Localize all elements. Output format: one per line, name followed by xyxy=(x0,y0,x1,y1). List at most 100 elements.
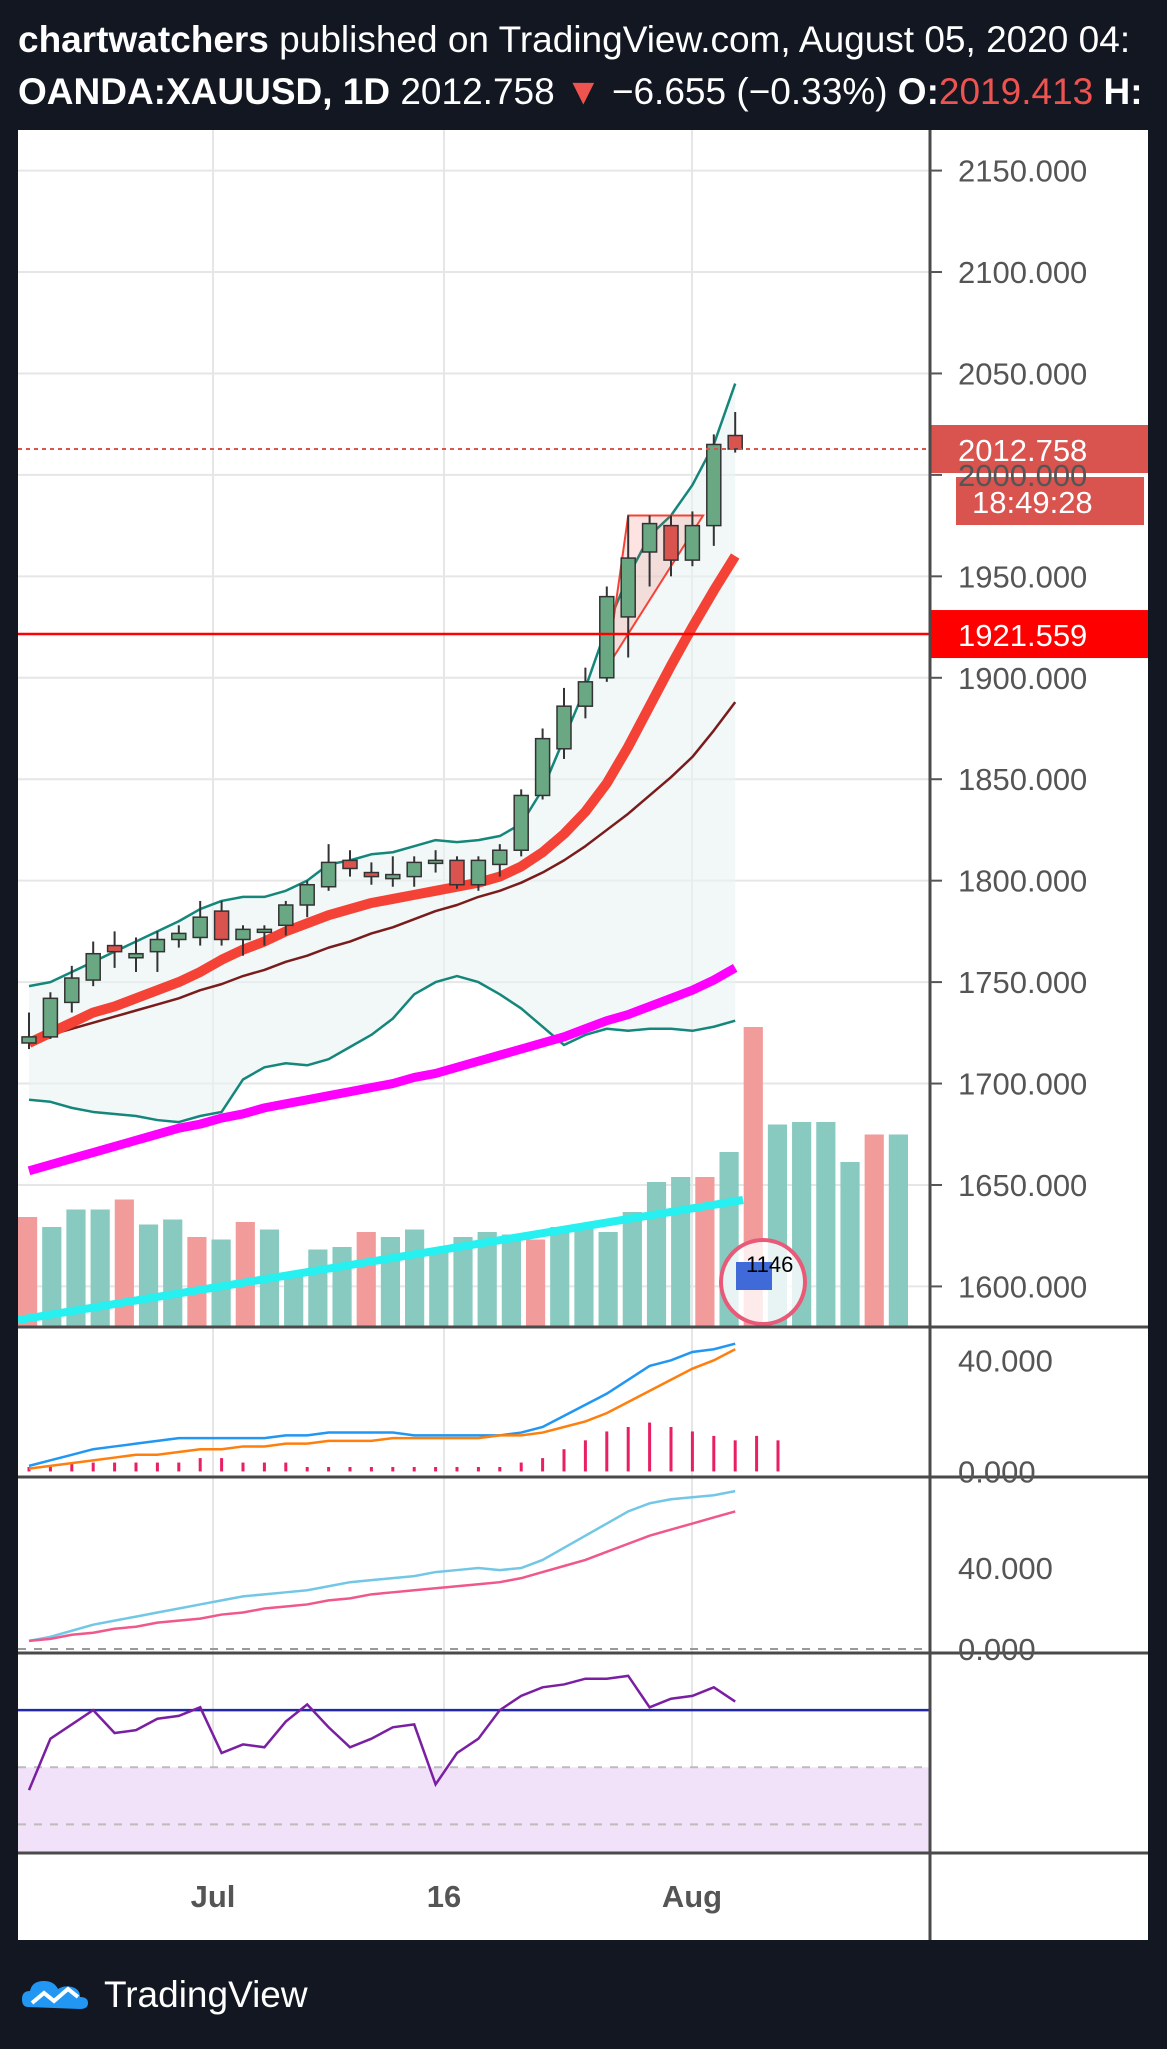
last-price-tag-label: 2012.758 xyxy=(958,433,1087,468)
volume-bar xyxy=(888,1134,908,1327)
pattern-triangle xyxy=(605,514,705,669)
symbol-line: OANDA:XAUUSD, 1D 2012.758 ▼ −6.655 (−0.3… xyxy=(18,66,1167,118)
pane2-tick-label: 0.000 xyxy=(958,1632,1036,1667)
candle xyxy=(299,883,315,906)
chart-header: chartwatchers published on TradingView.c… xyxy=(18,14,1167,124)
candle xyxy=(171,932,187,941)
last-price: 2012.758 xyxy=(400,71,555,112)
volume-bar xyxy=(429,1252,449,1327)
candle xyxy=(620,557,636,618)
y-tick-label: 1900.000 xyxy=(958,661,1087,696)
candle xyxy=(577,681,594,707)
publisher-name[interactable]: chartwatchers xyxy=(18,19,269,60)
candle xyxy=(599,595,615,679)
volume-bar xyxy=(90,1209,110,1327)
level-tag-label: 1921.559 xyxy=(958,618,1087,653)
chart-canvas[interactable]: 2012.758 18:49:28 1921.559 1146 2150.000 21… xyxy=(18,130,1148,1940)
candle xyxy=(320,861,337,888)
volume-bar xyxy=(356,1232,376,1327)
volume-bar xyxy=(622,1212,642,1327)
footer: TradingView xyxy=(18,1965,308,2025)
candle xyxy=(427,859,444,865)
candle xyxy=(706,443,722,527)
x-tick-label: Jul xyxy=(191,1879,236,1914)
candle xyxy=(256,928,273,934)
volume-bar xyxy=(308,1249,328,1327)
candle xyxy=(385,873,401,880)
macd-line xyxy=(28,1342,736,1468)
candle xyxy=(128,952,144,959)
candle xyxy=(470,859,487,886)
volume-bar xyxy=(405,1229,425,1327)
volume-bar xyxy=(671,1177,691,1327)
y-tick-label: 1850.000 xyxy=(958,762,1087,797)
volume-bar xyxy=(816,1122,836,1327)
tradingview-logo-icon xyxy=(22,1981,88,2009)
volume-ma-line xyxy=(18,1196,744,1324)
level-tag xyxy=(930,610,1148,659)
volume-bar xyxy=(332,1247,352,1327)
volume-bar xyxy=(525,1239,546,1327)
open-value: 2019.413 xyxy=(938,71,1094,112)
rsi-line xyxy=(27,1674,736,1791)
candle xyxy=(513,794,529,851)
down-arrow-icon: ▼ xyxy=(564,71,602,112)
volume-bar xyxy=(550,1227,570,1327)
rsi-band-fill xyxy=(18,1767,930,1853)
y-tick-label: 1950.000 xyxy=(958,559,1087,594)
candle xyxy=(641,522,658,553)
published-text: published on TradingView.com, August 05,… xyxy=(279,19,1131,60)
y-tick-label: 2050.000 xyxy=(958,356,1087,391)
bollinger-upper-line xyxy=(28,383,737,988)
x-tick-label: 16 xyxy=(427,1879,461,1914)
candle xyxy=(556,705,572,750)
candle xyxy=(449,859,465,886)
footer-brand[interactable]: TradingView xyxy=(104,1974,308,2015)
countdown-tag xyxy=(956,477,1144,526)
candle xyxy=(106,944,123,953)
volume-bar xyxy=(187,1237,207,1327)
chart-frame: 2012.758 18:49:28 1921.559 1146 2150.000 21… xyxy=(18,130,1148,1940)
volume-bar xyxy=(284,1272,304,1327)
volume-bar xyxy=(695,1177,715,1327)
candle xyxy=(192,916,208,939)
pane2-line xyxy=(28,1510,736,1643)
x-tick-label: Aug xyxy=(662,1879,722,1914)
candle xyxy=(213,910,230,941)
candle xyxy=(342,859,358,870)
price-change: −6.655 (−0.33%) xyxy=(611,71,888,112)
y-tick-label: 2100.000 xyxy=(958,255,1087,290)
volume-bar xyxy=(66,1209,86,1327)
us-flag-icon xyxy=(736,1262,772,1290)
macd-tick-label: 40.000 xyxy=(958,1343,1053,1378)
y-tick-label: 1800.000 xyxy=(958,864,1087,899)
candle xyxy=(85,952,101,981)
candle xyxy=(684,524,701,561)
candle xyxy=(727,434,743,450)
pane2-tick-label: 40.000 xyxy=(958,1551,1053,1586)
candle xyxy=(278,904,294,927)
volume-bar xyxy=(840,1162,860,1327)
volume-bar xyxy=(18,1217,38,1327)
event-label: 1146 xyxy=(746,1252,793,1277)
countdown-label: 18:49:28 xyxy=(972,485,1093,520)
ma-slow-line xyxy=(28,701,737,1041)
candle xyxy=(42,997,59,1038)
candle xyxy=(663,524,679,561)
candle xyxy=(492,849,508,866)
y-tick-label: 1600.000 xyxy=(958,1269,1087,1304)
candle xyxy=(406,861,422,878)
volume-bar xyxy=(501,1234,521,1327)
candle xyxy=(21,1036,37,1044)
y-tick-label: 1650.000 xyxy=(958,1168,1087,1203)
volume-bar xyxy=(574,1227,594,1327)
volume-bar xyxy=(864,1134,884,1327)
y-tick-label: 2150.000 xyxy=(958,154,1087,189)
volume-bar xyxy=(42,1227,62,1327)
candle xyxy=(235,928,251,941)
volume-bar xyxy=(598,1232,618,1327)
volume-bar xyxy=(646,1182,667,1327)
macd-tick-label: 0.000 xyxy=(958,1454,1036,1489)
publisher-line: chartwatchers published on TradingView.c… xyxy=(18,14,1167,66)
volume-bar xyxy=(380,1237,401,1327)
